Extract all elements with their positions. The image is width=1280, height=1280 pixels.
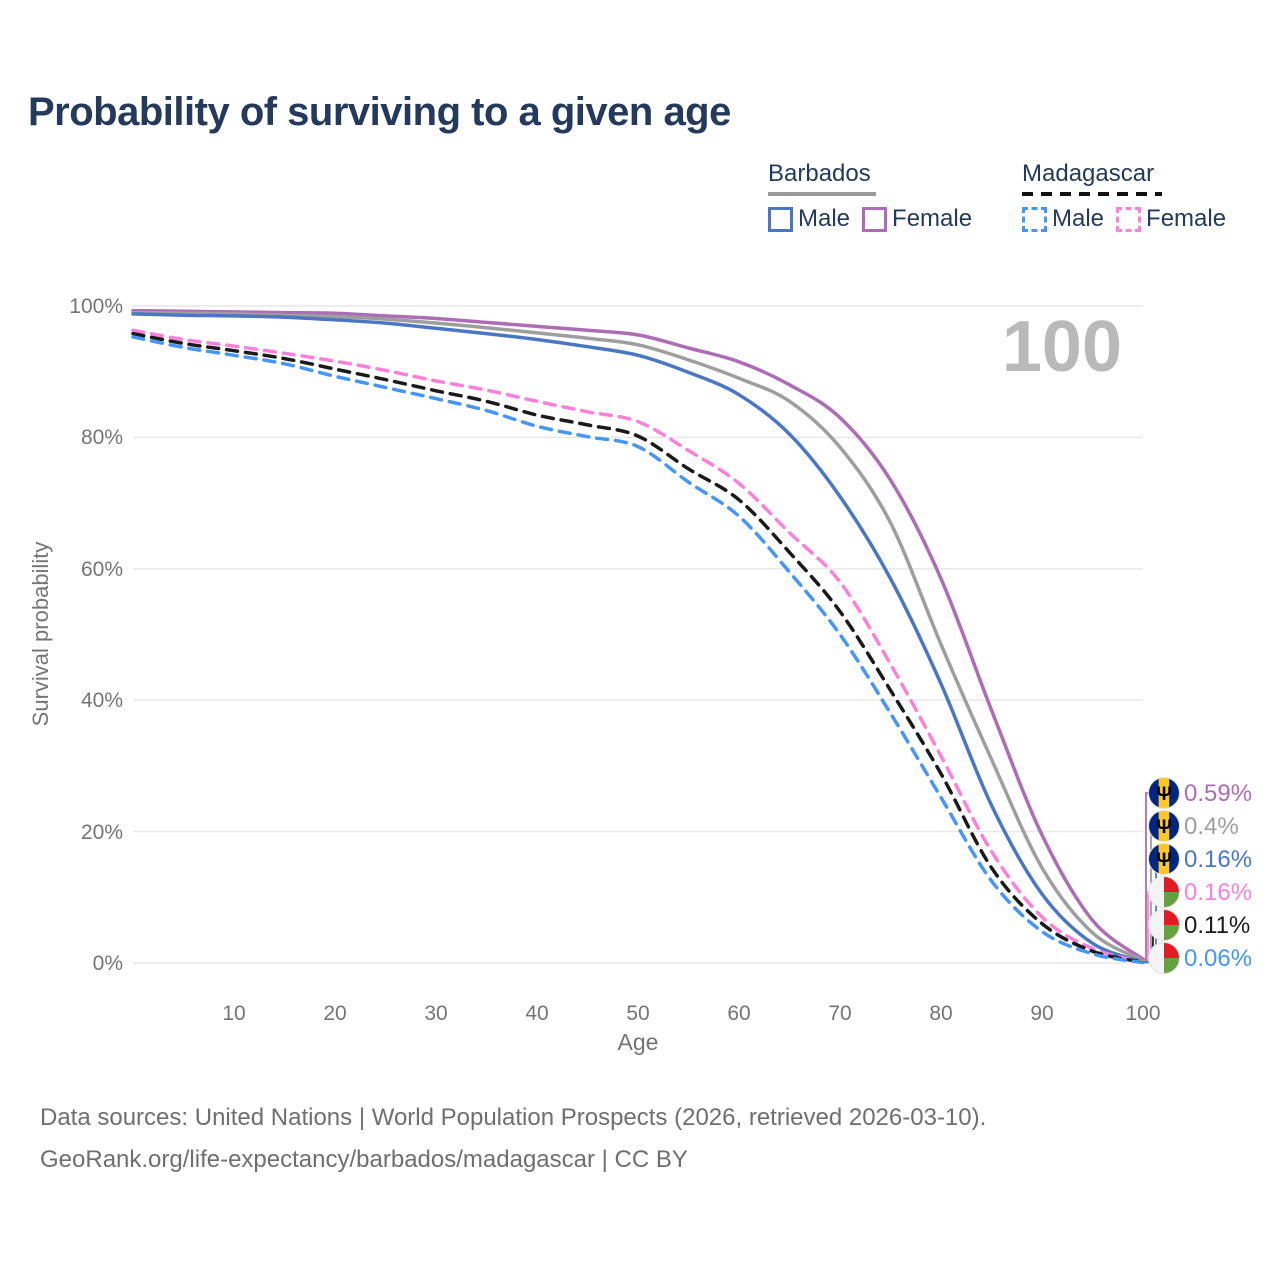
x-axis-ticks: 10 20 30 40 50 60 70 80 90 100 — [222, 1002, 1160, 1025]
madagascar-flag-icon — [1148, 942, 1180, 974]
attribution-link: GeoRank.org/life-expectancy/barbados/mad… — [40, 1146, 688, 1173]
x-tick: 80 — [929, 1002, 952, 1025]
x-tick: 30 — [424, 1002, 447, 1025]
line-barbados-female — [131, 308, 1145, 961]
legend-group-barbados: Barbados Male Female — [768, 160, 972, 233]
x-tick: 40 — [525, 1002, 548, 1025]
end-label-value: 0.4% — [1184, 813, 1239, 840]
curves — [131, 308, 1145, 965]
barbados-line-style-swatch — [768, 192, 876, 196]
x-tick: 60 — [727, 1002, 750, 1025]
barbados-flag-icon: Ψ — [1148, 777, 1180, 809]
x-axis-title: Age — [618, 1029, 659, 1055]
legend-item-label: Female — [892, 205, 973, 232]
line-barbados-both-sexes — [131, 310, 1145, 963]
madagascar-line-style-swatch — [1022, 192, 1162, 196]
data-sources-note: Data sources: United Nations | World Pop… — [40, 1104, 987, 1131]
line-madagascar-male — [131, 335, 1145, 965]
end-labels: Ψ 0.59% Ψ 0.4% Ψ 0.16% 0.16% 0.11% 0.06% — [1139, 777, 1252, 974]
y-tick: 20% — [81, 821, 123, 844]
leader-line — [1139, 792, 1149, 960]
end-label-value: 0.16% — [1184, 879, 1252, 906]
legend-country-madagascar: Madagascar — [1022, 160, 1155, 187]
page-title: Probability of surviving to a given age — [28, 90, 731, 134]
y-axis-ticks: 100% 80% 60% 40% 20% 0% — [69, 295, 123, 975]
legend-item-label: Male — [798, 205, 851, 232]
madagascar-flag-icon — [1148, 909, 1180, 941]
y-axis-title: Survival probability — [28, 542, 53, 727]
y-tick: 80% — [81, 426, 123, 449]
legend-item-madagascar-male[interactable]: Male — [1022, 205, 1104, 233]
x-tick: 10 — [222, 1002, 245, 1025]
legend-item-label: Female — [1146, 205, 1227, 232]
y-tick: 100% — [69, 295, 123, 318]
watermark-age: 100 — [1002, 307, 1122, 387]
barbados-flag-icon: Ψ — [1148, 810, 1180, 842]
svg-text:Ψ: Ψ — [1156, 817, 1171, 838]
barbados-flag-icon: Ψ — [1148, 843, 1180, 875]
madagascar-male-checkbox[interactable] — [1022, 206, 1047, 232]
madagascar-flag-icon — [1148, 876, 1180, 908]
barbados-male-checkbox[interactable] — [768, 206, 793, 232]
end-label-value: 0.11% — [1184, 912, 1250, 939]
madagascar-female-checkbox[interactable] — [1116, 206, 1142, 232]
x-tick: 100 — [1125, 1002, 1160, 1025]
y-tick: 40% — [81, 689, 123, 712]
x-tick: 70 — [828, 1002, 851, 1025]
legend-item-barbados-female[interactable]: Female — [862, 205, 972, 233]
svg-text:Ψ: Ψ — [1156, 850, 1171, 871]
line-madagascar-both-sexes — [131, 331, 1145, 965]
legend-group-madagascar: Madagascar Male Female — [1022, 160, 1226, 233]
x-tick: 20 — [323, 1002, 346, 1025]
end-label-value: 0.59% — [1184, 780, 1252, 807]
y-tick: 60% — [81, 558, 123, 581]
line-barbados-male — [131, 312, 1145, 964]
end-label-value: 0.06% — [1184, 945, 1252, 972]
leader-line — [1139, 891, 1149, 963]
x-tick: 50 — [626, 1002, 649, 1025]
legend-country-barbados: Barbados — [768, 160, 871, 187]
y-tick: 0% — [93, 952, 123, 975]
barbados-female-checkbox[interactable] — [862, 206, 888, 232]
legend-item-madagascar-female[interactable]: Female — [1116, 205, 1226, 233]
line-madagascar-female — [131, 328, 1145, 964]
gridlines — [133, 305, 1143, 964]
legend-item-barbados-male[interactable]: Male — [768, 205, 850, 233]
end-label-value: 0.16% — [1184, 846, 1252, 873]
legend-item-label: Male — [1052, 205, 1105, 232]
svg-text:Ψ: Ψ — [1156, 784, 1171, 805]
x-tick: 90 — [1030, 1002, 1053, 1025]
